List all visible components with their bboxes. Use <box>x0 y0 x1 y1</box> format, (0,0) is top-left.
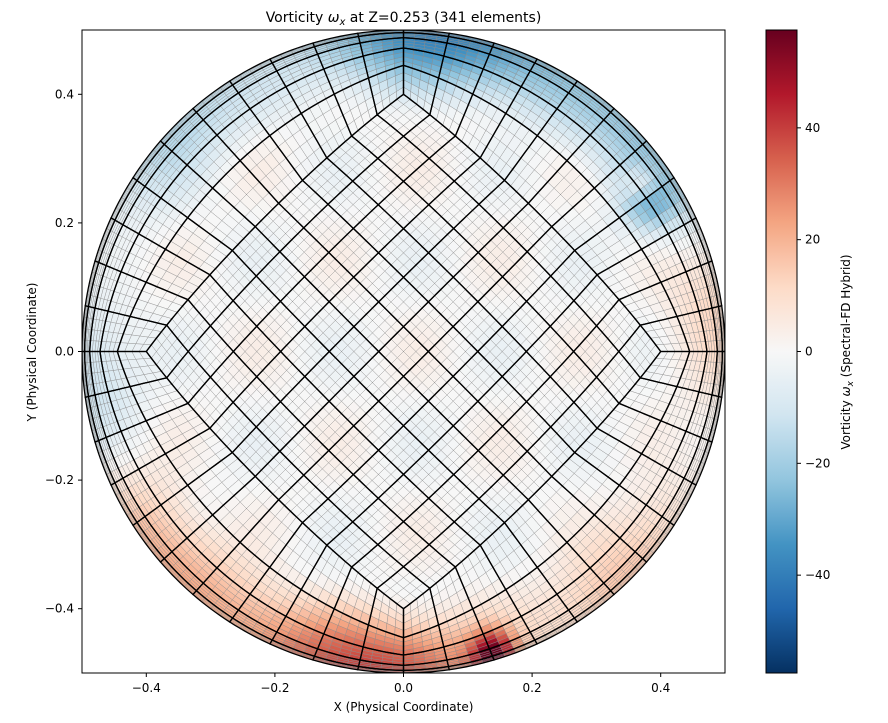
chart-title: Vorticity ωx at Z=0.253 (341 elements) <box>266 10 542 28</box>
plot-area <box>82 30 725 673</box>
mesh-subcells <box>82 30 725 673</box>
